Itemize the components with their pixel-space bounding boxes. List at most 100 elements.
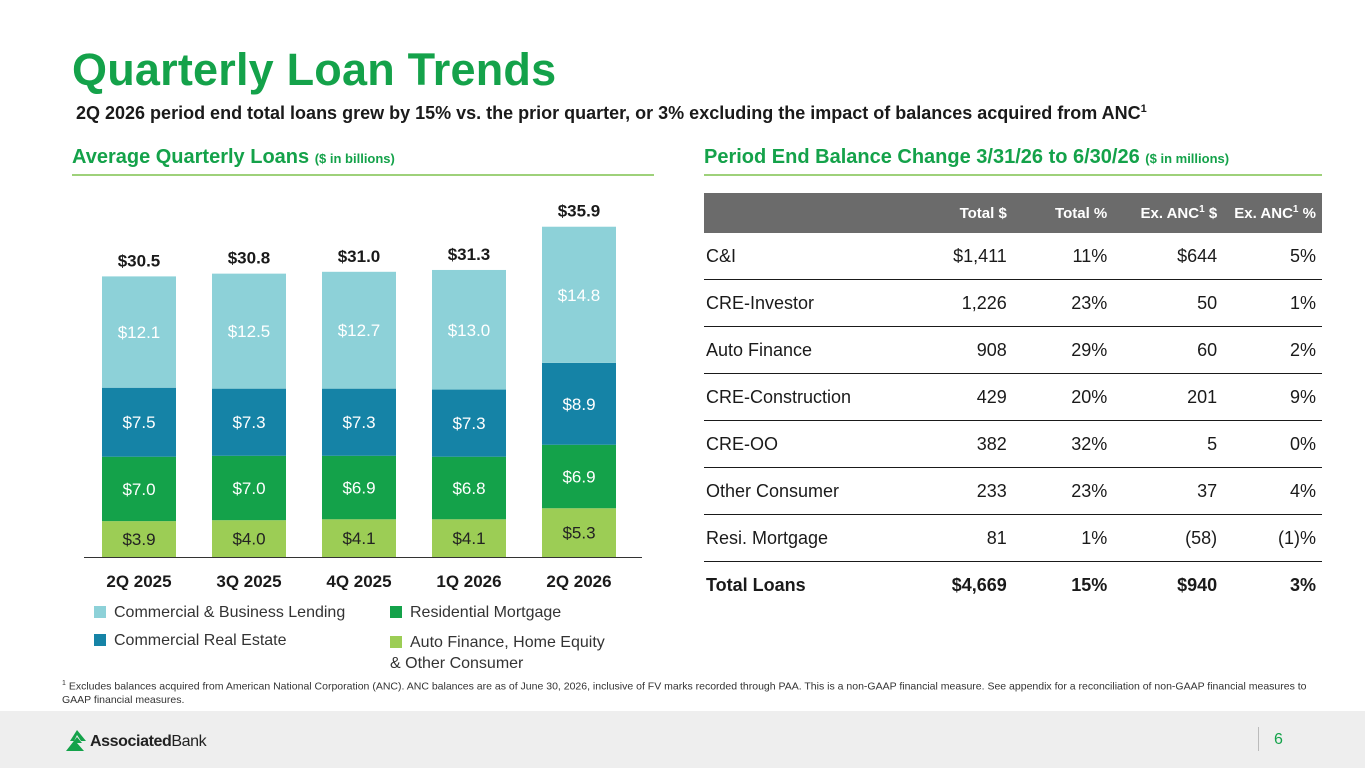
total-pct-cell: 23% — [1012, 467, 1114, 515]
total-dollar-cell: 81 — [910, 514, 1013, 562]
legend-swatch — [390, 606, 402, 618]
table-row: Resi. Mortgage 81 1% (58) (1)% — [704, 514, 1322, 562]
segment-label: $7.5 — [122, 413, 155, 432]
segment-label: $12.7 — [338, 321, 381, 340]
table-row: Auto Finance 908 29% 60 2% — [704, 326, 1322, 374]
ex-anc-dollar-cell: $644 — [1113, 233, 1224, 280]
total-label: $30.5 — [118, 251, 161, 270]
total-pct-cell: 23% — [1012, 279, 1114, 327]
bar-segment — [542, 444, 616, 509]
segment-label: $7.3 — [232, 413, 265, 432]
table-row: CRE-Investor 1,226 23% 50 1% — [704, 279, 1322, 327]
ex-anc-pct-cell: 0% — [1223, 420, 1322, 468]
ex-anc-dollar-cell: $940 — [1177, 574, 1218, 595]
total-pct-cell: 29% — [1012, 326, 1114, 374]
segment-label: $4.1 — [342, 529, 375, 548]
legend-item-cbl: Commercial & Business Lending — [94, 604, 345, 622]
table-row: Other Consumer 233 23% 37 4% — [704, 467, 1322, 515]
ex-anc-pct-cell: 4% — [1223, 467, 1322, 515]
segment-label: $3.9 — [122, 530, 155, 549]
bar-segment — [432, 456, 506, 520]
bar-segment — [542, 226, 616, 363]
balance-change-table: Total $ Total % Ex. ANC1 $ Ex. ANC1 % C&… — [704, 193, 1322, 608]
ex-anc-dollar-cell: (58) — [1113, 514, 1224, 562]
bar-segment — [542, 508, 616, 557]
table-total-row: Total Loans $4,669 15% $940 3% — [704, 562, 1322, 609]
col-header-total-pct: Total % — [1012, 193, 1114, 233]
segment-label: $7.0 — [232, 479, 265, 498]
table-header-row: Total $ Total % Ex. ANC1 $ Ex. ANC1 % — [704, 193, 1322, 233]
stacked-bar-chart: $3.9 $7.0 $7.5 $12.1 $30.5 2Q 2025 $4.0 $7.0 $7.… — [84, 202, 642, 590]
segment-label: $13.0 — [448, 321, 491, 340]
segment-label: $6.9 — [342, 479, 375, 498]
total-dollar-cell: $1,411 — [910, 233, 1013, 280]
row-label-cell: CRE-Construction — [704, 373, 911, 421]
bar-segment — [542, 362, 616, 445]
ex-anc-dollar-cell: 5 — [1113, 420, 1224, 468]
total-label: $35.9 — [558, 202, 601, 221]
row-label-cell: Total Loans — [706, 574, 806, 595]
footer-bar — [0, 711, 1365, 768]
total-label: $31.0 — [338, 247, 381, 266]
segment-label: $14.8 — [558, 286, 601, 305]
bar-segment — [322, 519, 396, 557]
row-label-cell: C&I — [704, 233, 911, 280]
row-label-cell: Auto Finance — [704, 326, 911, 374]
total-dollar-cell: 429 — [910, 373, 1013, 421]
row-label-cell: Resi. Mortgage — [704, 514, 911, 562]
bar-segment — [102, 387, 176, 457]
segment-label: $7.3 — [342, 413, 375, 432]
col-header-ex-anc: Ex. ANC1 $ — [1113, 193, 1224, 233]
legend-item-resi: Residential Mortgage — [390, 604, 561, 622]
row-label-cell: Other Consumer — [704, 467, 911, 515]
ex-anc-dollar-cell: 37 — [1113, 467, 1224, 515]
footnote: 1 Excludes balances acquired from Americ… — [62, 680, 1307, 706]
x-tick-label: 1Q 2026 — [436, 572, 501, 590]
bar-segment — [102, 456, 176, 522]
table-heading-rule — [704, 174, 1322, 176]
legend-swatch — [94, 606, 106, 618]
bar-segment — [102, 521, 176, 557]
segment-label: $6.9 — [562, 468, 595, 487]
chart-heading: Average Quarterly Loans ($ in billions) — [72, 146, 395, 168]
col-header-label — [704, 193, 911, 233]
total-pct-cell: 1% — [1012, 514, 1114, 562]
ex-anc-dollar-cell: 60 — [1113, 326, 1224, 374]
ex-anc-pct-cell: (1)% — [1223, 514, 1322, 562]
total-dollar-cell: $4,669 — [951, 574, 1007, 595]
segment-label: $7.3 — [452, 414, 485, 433]
total-pct-cell: 11% — [1012, 233, 1114, 280]
bar-segment — [432, 519, 506, 557]
bar-segment — [212, 455, 286, 521]
ex-anc-pct-cell: 1% — [1223, 279, 1322, 327]
chart-heading-rule — [72, 174, 654, 176]
page-subtitle: 2Q 2026 period end total loans grew by 1… — [76, 103, 1147, 123]
legend-item-cre: Commercial Real Estate — [94, 632, 287, 650]
page-number: 6 — [1274, 731, 1283, 748]
ex-anc-dollar-cell: 201 — [1113, 373, 1224, 421]
table-row: C&I $1,411 11% $644 5% — [704, 233, 1322, 280]
bar-segment — [432, 389, 506, 457]
associated-bank-logo-icon — [66, 730, 86, 751]
bar-segment — [322, 388, 396, 456]
bar-segment — [212, 520, 286, 557]
ex-anc-pct-cell: 9% — [1223, 373, 1322, 421]
table-row: CRE-Construction 429 20% 201 9% — [704, 373, 1322, 421]
bar-segment — [322, 271, 396, 389]
row-label-cell: CRE-Investor — [704, 279, 911, 327]
segment-label: $4.0 — [232, 530, 265, 549]
x-tick-label: 2Q 2026 — [546, 572, 611, 590]
total-label: $30.8 — [228, 249, 271, 268]
ex-anc-pct-cell: 2% — [1223, 326, 1322, 374]
bar-segment — [432, 269, 506, 390]
row-label-cell: CRE-OO — [704, 420, 911, 468]
segment-label: $8.9 — [562, 395, 595, 414]
x-tick-label: 2Q 2025 — [106, 572, 171, 590]
col-header-total: Total $ — [910, 193, 1013, 233]
ex-anc-dollar-cell: 50 — [1113, 279, 1224, 327]
legend-swatch — [390, 636, 402, 648]
total-pct-cell: 20% — [1012, 373, 1114, 421]
legend-swatch — [94, 634, 106, 646]
legend-item-auto: Auto Finance, Home Equity & Other Consume… — [390, 634, 605, 672]
total-pct-cell: 32% — [1012, 420, 1114, 468]
